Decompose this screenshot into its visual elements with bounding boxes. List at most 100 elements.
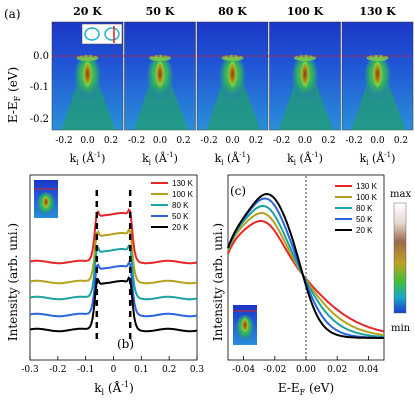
legend-label: 50 K bbox=[356, 215, 373, 224]
panel-a-xlabel-part: (Å bbox=[151, 151, 168, 165]
panel-a-xlabel-part: (Å bbox=[369, 151, 386, 165]
colorbar-max-label: max bbox=[390, 189, 411, 200]
x-tick-label: 0.00 bbox=[296, 365, 316, 375]
panel-a-xlabel-part: l bbox=[366, 159, 369, 167]
panel-c-xlabel-main: E-E bbox=[278, 381, 300, 395]
mdc-curve bbox=[29, 261, 198, 318]
panel-a-xlabel-part: k bbox=[215, 152, 222, 165]
panel-b-xlabel-close: ) bbox=[129, 381, 134, 395]
panel-a-xtick: 0.2 bbox=[394, 136, 408, 146]
temperature-label: 20 K bbox=[73, 5, 102, 18]
panel-a-xtick: 0.0 bbox=[80, 136, 95, 146]
colorbar bbox=[393, 202, 407, 314]
x-tick-label: 0 bbox=[111, 365, 117, 375]
panel-a-xlabel-part: ) bbox=[174, 152, 178, 165]
panel-a-xtick: -0.2 bbox=[200, 136, 217, 146]
legend-label: 130 K bbox=[172, 179, 194, 188]
panel-c-xlabel: E-EF (eV) bbox=[278, 381, 334, 397]
legend-label: 100 K bbox=[172, 190, 194, 199]
panel-a-xtick: 0.0 bbox=[298, 136, 313, 146]
panel-b-ylabel: Intensity (arb. uni.) bbox=[6, 223, 20, 341]
panel-a-xlabel-part: l bbox=[149, 159, 152, 167]
legend-label: 20 K bbox=[356, 226, 373, 235]
temperature-label: 50 K bbox=[146, 5, 175, 18]
panel-a-xtick: -0.2 bbox=[273, 136, 290, 146]
legend-label: 80 K bbox=[172, 201, 189, 210]
legend-label: 50 K bbox=[172, 212, 189, 221]
panel-a-xtick: 0.2 bbox=[249, 136, 263, 146]
panel-a-ytick: -0.2 bbox=[30, 114, 49, 125]
x-tick-label: 0.04 bbox=[358, 365, 378, 375]
panel-c-label: (c) bbox=[230, 184, 246, 198]
panel-a-xtick: 0.0 bbox=[153, 136, 168, 146]
panel-b-curves bbox=[29, 190, 198, 340]
panel-a-xlabel-part: ) bbox=[246, 152, 250, 165]
x-tick-label: 0.1 bbox=[134, 365, 148, 375]
panel-c-xlabel-unit: (eV) bbox=[305, 381, 334, 395]
panel-a-xlabel-part: l bbox=[76, 159, 79, 167]
panel-a-xlabel-part: k bbox=[70, 152, 77, 165]
mdc-curve bbox=[29, 244, 198, 301]
panel-c-curves bbox=[227, 192, 385, 339]
panel-a-xlabel-part: l bbox=[221, 159, 224, 167]
svg-text:kl (Å-1): kl (Å-1) bbox=[94, 380, 134, 397]
mdc-curve bbox=[29, 228, 198, 285]
panel-c-inset-icon bbox=[233, 305, 257, 345]
panel-c-legend: 130 K 100 K 80 K 50 K 20 K bbox=[335, 182, 378, 235]
panel-a-ylabel-unit: (eV) bbox=[6, 67, 20, 96]
panel-c-xticks: -0.04 -0.02 0.00 0.02 0.04 bbox=[232, 356, 379, 375]
edc-curve bbox=[227, 192, 384, 339]
legend-label: 100 K bbox=[356, 193, 378, 202]
panel-b-xlabel-main: k bbox=[94, 381, 102, 395]
colorbar-min-label: min bbox=[391, 323, 411, 334]
panel-a-xtick: -0.2 bbox=[55, 136, 72, 146]
panel-a-xlabel: kl (Å-1) bbox=[70, 151, 106, 167]
panel-a-xlabel-part: -1 bbox=[239, 151, 246, 159]
legend-label: 130 K bbox=[356, 182, 378, 191]
panel-a-xlabel: kl (Å-1) bbox=[360, 151, 396, 167]
x-tick-label: -0.3 bbox=[21, 365, 39, 375]
panel-a-xlabel-part: -1 bbox=[384, 151, 391, 159]
heatmap-panel: 80 K -0.2 0.0 0.2 kl (Å-1) bbox=[196, 5, 269, 167]
legend-label: 80 K bbox=[356, 204, 373, 213]
mdc-curve bbox=[29, 208, 198, 265]
x-tick-label: 0.3 bbox=[190, 365, 205, 375]
panel-a-xlabel-part: (Å bbox=[296, 151, 313, 165]
panel-a-xtick: 0.2 bbox=[176, 136, 190, 146]
temperature-label: 130 K bbox=[359, 5, 396, 18]
heatmap-panel: 130 K -0.2 0.0 0.2 kl (Å-1) bbox=[341, 5, 414, 167]
panel-a-label: (a) bbox=[4, 7, 21, 21]
panel-a-ytick: 0.0 bbox=[33, 51, 49, 62]
svg-text:E-EF (eV): E-EF (eV) bbox=[6, 67, 22, 123]
panel-b-inset-icon bbox=[34, 180, 58, 218]
panel-b-xlabel: kl (Å-1) bbox=[94, 380, 134, 397]
panel-a-xlabel-part: (Å bbox=[224, 151, 241, 165]
panel-a-xlabel-part: ) bbox=[101, 152, 105, 165]
panel-a-xlabel-part: ) bbox=[319, 152, 323, 165]
panel-a-xlabel-part: k bbox=[287, 152, 294, 165]
panel-a-xlabel-part: k bbox=[142, 152, 149, 165]
x-tick-label: -0.1 bbox=[77, 365, 94, 375]
panel-a-xtick: 0.2 bbox=[104, 136, 118, 146]
panel-a-xlabel-part: -1 bbox=[167, 151, 174, 159]
panel-a-ylabel: E-EF (eV) bbox=[6, 67, 22, 123]
panel-a-ylabel-main: E-E bbox=[6, 101, 20, 123]
panel-c-xlabel-sub: F bbox=[300, 388, 306, 397]
panel-a-xlabel-part: k bbox=[360, 152, 367, 165]
panel-b-xlabel-unit: (Å bbox=[104, 380, 121, 395]
panel-a-xtick: 0.0 bbox=[225, 136, 240, 146]
panel-a-xlabel-part: l bbox=[294, 159, 297, 167]
x-tick-label: -0.2 bbox=[49, 365, 66, 375]
panel-b-xlabel-sup: -1 bbox=[121, 380, 129, 389]
panel-a-xtick: -0.2 bbox=[345, 136, 362, 146]
panel-a-ytick: -0.1 bbox=[30, 82, 49, 93]
panel-b-legend: 130 K 100 K 80 K 50 K 20 K bbox=[151, 179, 194, 232]
x-tick-label: 0.2 bbox=[162, 365, 176, 375]
mdc-curve bbox=[29, 276, 198, 333]
panel-b-xticks: -0.3 -0.2 -0.1 0 0.1 0.2 0.3 bbox=[21, 356, 204, 375]
panel-a-xtick: 0.0 bbox=[370, 136, 385, 146]
panel-c-ylabel: Intensity (arb. uni.) bbox=[211, 223, 225, 341]
panel-a-xlabel-part: -1 bbox=[94, 151, 101, 159]
heatmap-panel: 50 K -0.2 0.0 0.2 kl (Å-1) bbox=[124, 5, 196, 167]
